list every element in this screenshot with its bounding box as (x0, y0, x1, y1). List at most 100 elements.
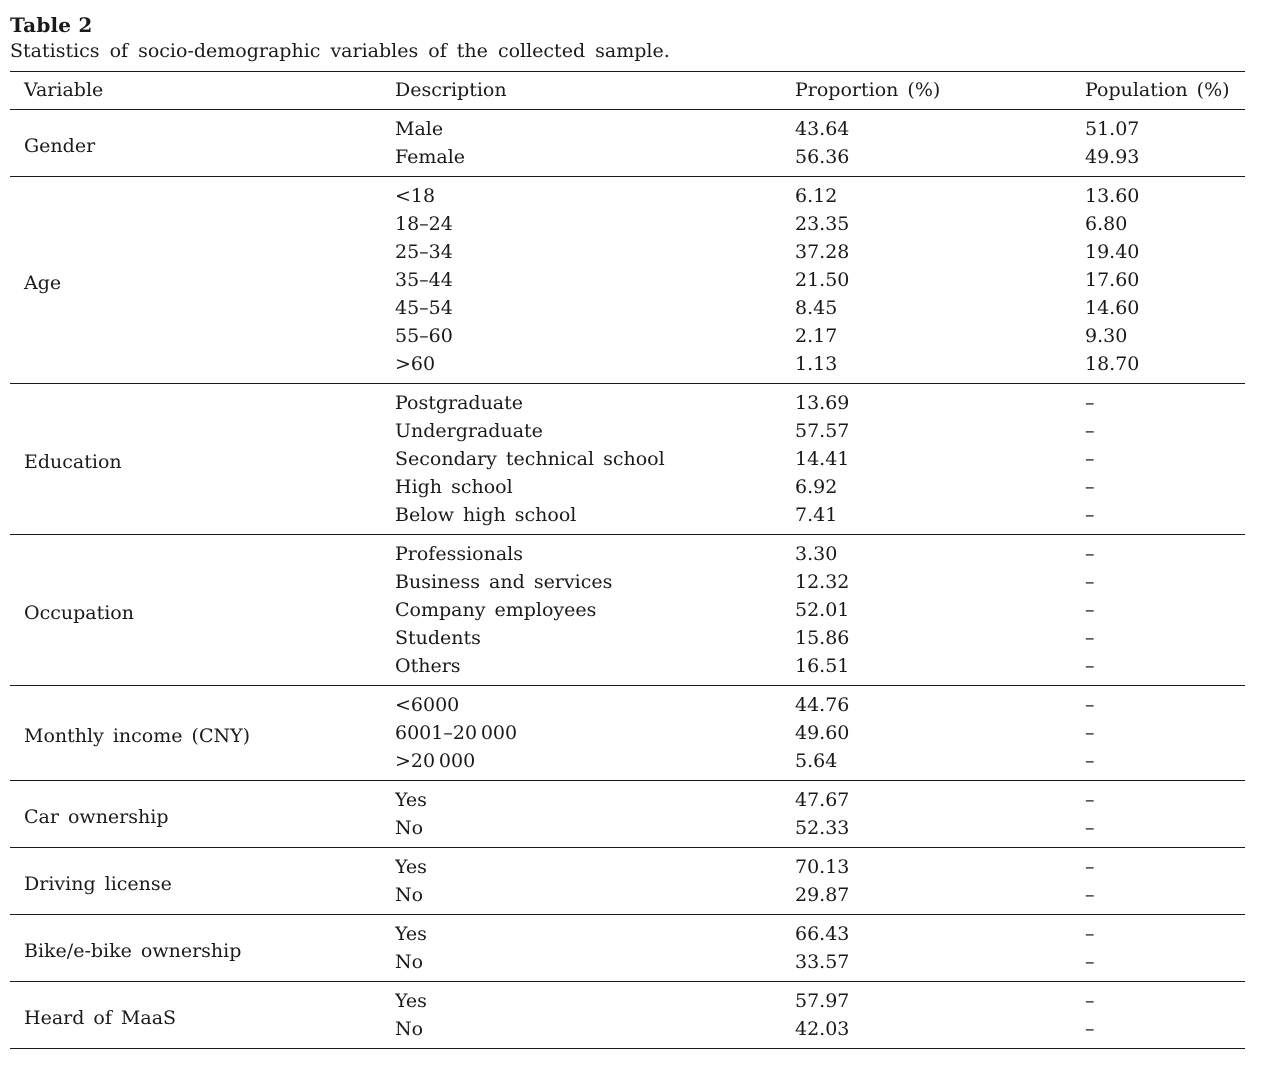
variable-name: Education (24, 450, 122, 473)
proportion-cell: 15.86 (795, 627, 850, 649)
table-row: No 33.57 – (10, 948, 1245, 982)
proportion-cell: 6.92 (795, 476, 838, 498)
proportion-cell: 52.01 (795, 599, 850, 621)
proportion-cell: 70.13 (795, 856, 850, 878)
proportion-cell: 29.87 (795, 884, 850, 906)
column-header-variable: Variable (10, 71, 395, 110)
table-row: Below high school 7.41 – (10, 501, 1245, 535)
description-cell: 18–24 (395, 213, 453, 235)
variable-group: Heard of MaaS Yes 57.97 – No 42.03 – (10, 982, 1245, 1049)
proportion-cell: 52.33 (795, 817, 850, 839)
proportion-cell: 1.13 (795, 353, 838, 375)
variable-name: Age (24, 271, 62, 294)
description-cell: 55–60 (395, 325, 453, 347)
description-cell: Male (395, 118, 444, 140)
description-cell: No (395, 951, 424, 973)
description-cell: 35–44 (395, 269, 453, 291)
proportion-cell: 13.69 (795, 392, 850, 414)
description-cell: 45–54 (395, 297, 453, 319)
variable-name: Car ownership (24, 805, 169, 828)
table-row: Occupation Professionals 3.30 – (10, 535, 1245, 624)
variable-group: Bike/e-bike ownership Yes 66.43 – No 33.57 – (10, 915, 1245, 982)
proportion-cell: 42.03 (795, 1018, 850, 1040)
table-row: No 29.87 – (10, 881, 1245, 915)
population-cell: – (1085, 448, 1095, 470)
proportion-cell: 37.28 (795, 241, 850, 263)
population-cell: 18.70 (1085, 353, 1140, 375)
variable-name: Driving license (24, 872, 172, 895)
description-cell: >60 (395, 353, 436, 375)
population-cell: – (1085, 694, 1095, 716)
table-row: No 52.33 – (10, 814, 1245, 848)
population-cell: 17.60 (1085, 269, 1140, 291)
population-cell: – (1085, 504, 1095, 526)
socio-demographic-table: Variable Description Proportion (%) Popu… (10, 71, 1245, 1049)
table-row: Others 16.51 – (10, 652, 1245, 686)
description-cell: Company employees (395, 599, 597, 621)
population-cell: 13.60 (1085, 185, 1140, 207)
population-cell: – (1085, 750, 1095, 772)
variable-name: Heard of MaaS (24, 1006, 177, 1029)
table-row: Business and services 12.32 – (10, 568, 1245, 596)
proportion-cell: 23.35 (795, 213, 850, 235)
variable-name: Occupation (24, 601, 134, 624)
variable-name: Bike/e-bike ownership (24, 939, 242, 962)
population-cell: – (1085, 543, 1095, 565)
population-cell: – (1085, 599, 1095, 621)
population-cell: – (1085, 817, 1095, 839)
table-row: 45–54 8.45 14.60 (10, 294, 1245, 322)
description-cell: Business and services (395, 571, 613, 593)
description-cell: Secondary technical school (395, 448, 665, 470)
population-cell: – (1085, 789, 1095, 811)
population-cell: – (1085, 722, 1095, 744)
proportion-cell: 33.57 (795, 951, 850, 973)
description-cell: Others (395, 655, 461, 677)
population-cell: 19.40 (1085, 241, 1140, 263)
table-row: High school 6.92 – (10, 473, 1245, 501)
population-cell: – (1085, 392, 1095, 414)
proportion-cell: 7.41 (795, 504, 838, 526)
table-row: >20 000 5.64 – (10, 747, 1245, 781)
proportion-cell: 49.60 (795, 722, 850, 744)
proportion-cell: 57.97 (795, 990, 850, 1012)
variable-group: Age <18 6.12 13.60 18–24 23.35 6.80 25–34 37.28 1… (10, 177, 1245, 384)
table-caption-text: Statistics of socio-demographic variable… (10, 40, 670, 62)
proportion-cell: 57.57 (795, 420, 850, 442)
table-row: No 42.03 – (10, 1015, 1245, 1049)
description-cell: 25–34 (395, 241, 453, 263)
population-cell: – (1085, 420, 1095, 442)
population-cell: 49.93 (1085, 146, 1140, 168)
population-cell: 9.30 (1085, 325, 1128, 347)
proportion-cell: 16.51 (795, 655, 850, 677)
variable-group: Education Postgraduate 13.69– Undergraduate… (10, 384, 1245, 535)
description-cell: Undergraduate (395, 420, 543, 442)
description-cell: 6001–20 000 (395, 722, 518, 744)
table-row: Company employees 52.01 – (10, 596, 1245, 624)
table-caption: Table 2 Statistics of socio-demographic … (10, 12, 1255, 64)
description-cell: Students (395, 627, 481, 649)
population-cell: – (1085, 627, 1095, 649)
variable-name: Gender (24, 134, 96, 157)
description-cell: Yes (395, 856, 427, 878)
proportion-cell: 3.30 (795, 543, 838, 565)
table-row: Heard of MaaS Yes 57.97 – (10, 982, 1245, 1029)
table-row: 25–34 37.28 19.40 (10, 238, 1245, 266)
population-cell: – (1085, 951, 1095, 973)
proportion-cell: 5.64 (795, 750, 838, 772)
variable-group: Occupation Professionals 3.30– Business and… (10, 535, 1245, 686)
population-cell: 51.07 (1085, 118, 1140, 140)
population-cell: 6.80 (1085, 213, 1128, 235)
proportion-cell: 14.41 (795, 448, 850, 470)
table-row: >60 1.13 18.70 (10, 350, 1245, 384)
description-cell: Below high school (395, 504, 577, 526)
proportion-cell: 8.45 (795, 297, 838, 319)
proportion-cell: 56.36 (795, 146, 850, 168)
column-header-population: Population (%) (1085, 71, 1245, 110)
description-cell: High school (395, 476, 513, 498)
variable-group: Gender Male 43.64 51.07 Female 56.36 49.93 (10, 110, 1245, 177)
description-cell: <6000 (395, 694, 460, 716)
proportion-cell: 47.67 (795, 789, 850, 811)
population-cell: – (1085, 990, 1095, 1012)
description-cell: Female (395, 146, 466, 168)
